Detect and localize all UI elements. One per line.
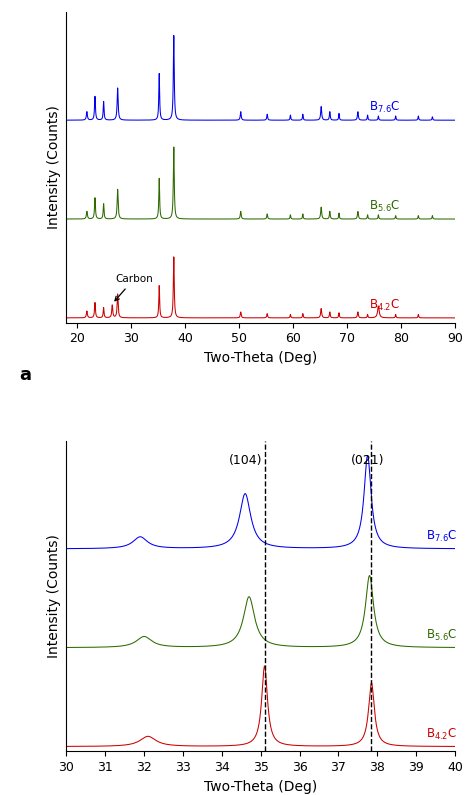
Text: B$_{5.6}$C: B$_{5.6}$C <box>369 200 400 215</box>
Text: Carbon: Carbon <box>115 274 153 301</box>
X-axis label: Two-Theta (Deg): Two-Theta (Deg) <box>204 351 317 365</box>
X-axis label: Two-Theta (Deg): Two-Theta (Deg) <box>204 780 317 793</box>
Y-axis label: Intensity (Counts): Intensity (Counts) <box>47 105 61 229</box>
Text: B$_{4.2}$C: B$_{4.2}$C <box>369 298 400 313</box>
Y-axis label: Intensity (Counts): Intensity (Counts) <box>47 534 61 658</box>
Text: (021): (021) <box>351 455 384 467</box>
Text: B$_{4.2}$C: B$_{4.2}$C <box>426 727 456 742</box>
Text: B$_{7.6}$C: B$_{7.6}$C <box>426 529 457 545</box>
Text: B$_{5.6}$C: B$_{5.6}$C <box>426 628 457 643</box>
Text: B$_{7.6}$C: B$_{7.6}$C <box>369 100 400 115</box>
Text: a: a <box>20 366 32 384</box>
Text: (104): (104) <box>228 455 262 467</box>
